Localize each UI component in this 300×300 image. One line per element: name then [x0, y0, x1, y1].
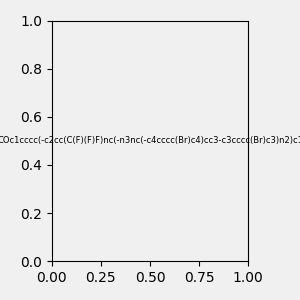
Text: COc1cccc(-c2cc(C(F)(F)F)nc(-n3nc(-c4cccc(Br)c4)cc3-c3cccc(Br)c3)n2)c1: COc1cccc(-c2cc(C(F)(F)F)nc(-n3nc(-c4cccc…: [0, 136, 300, 146]
